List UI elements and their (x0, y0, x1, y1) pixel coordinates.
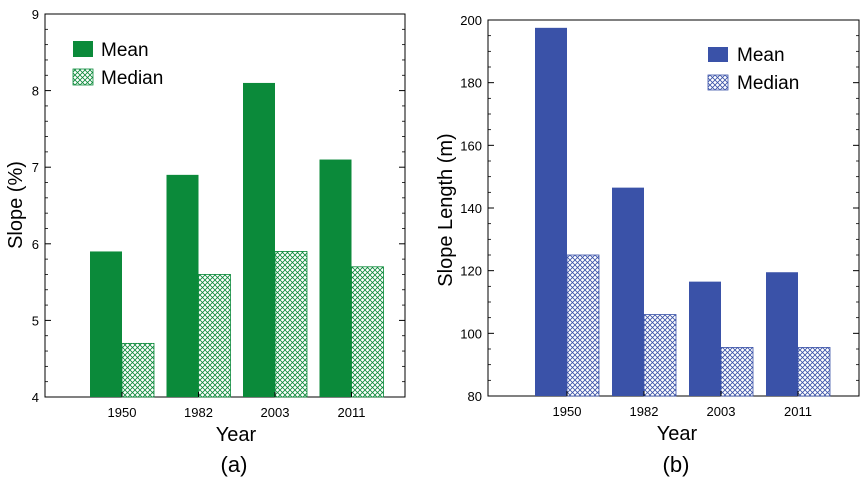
chart-b-bar-mean-1982 (612, 187, 644, 396)
chart-a-legend-mean-label: Mean (101, 40, 149, 61)
chart-a-bars (90, 82, 384, 398)
chart-a-xtick-label-2003: 2003 (261, 405, 290, 420)
chart-a-ytick-label: 9 (32, 7, 39, 22)
chart-a-bar-mean-1950 (90, 251, 122, 397)
chart-b-ytick-label: 80 (468, 389, 482, 404)
chart-b-ytick-label: 140 (460, 201, 482, 216)
chart-a-xtick-label-1982: 1982 (184, 405, 213, 420)
chart-b-legend-median-swatch (707, 74, 729, 91)
chart-b-bar-mean-1950 (535, 27, 567, 396)
chart-b-bar-median-1982 (643, 314, 677, 397)
chart-b-bar-mean-2011 (766, 272, 798, 396)
chart-b-ytick-label: 100 (460, 326, 482, 341)
chart-b-legend-mean-swatch (708, 47, 728, 62)
chart-a-legend-median-swatch (72, 68, 94, 86)
chart-b-bars (535, 27, 831, 397)
chart-b-xtick-label-1982: 1982 (630, 404, 659, 419)
chart-b-ytick-label: 120 (460, 264, 482, 279)
chart-a-x-axis: 1950 1982 2003 2011 (108, 392, 366, 420)
chart-b-y-axis: 80 100 120 140 160 180 200 (460, 13, 859, 404)
chart-a-bar-median-2003 (274, 251, 308, 398)
chart-a-x-axis-title: Year (216, 424, 257, 446)
chart-a-bar-mean-2011 (319, 159, 352, 397)
chart-b-panel-label: (b) (663, 452, 690, 477)
chart-a-xtick-label-2011: 2011 (338, 405, 366, 420)
chart-a-ytick-label: 8 (32, 84, 39, 99)
chart-a-y-axis-title: Slope (%) (5, 161, 27, 249)
chart-b-y-axis-title: Slope Length (m) (435, 133, 457, 286)
chart-a-ytick-label: 4 (32, 390, 39, 405)
chart-a-legend: Mean Median (72, 40, 163, 89)
chart-a-bar-mean-2003 (243, 82, 275, 397)
chart-b-legend-mean-label: Mean (737, 45, 785, 66)
chart-b-ytick-label: 180 (460, 76, 482, 91)
chart-b-ytick-label: 200 (460, 13, 482, 28)
chart-b-xtick-label-2003: 2003 (707, 404, 736, 419)
chart-b-xtick-label-1950: 1950 (553, 404, 582, 419)
chart-a-y-axis: 4 5 6 7 8 9 (32, 7, 405, 405)
chart-b-bar-mean-2003 (689, 281, 721, 396)
chart-a-bar-median-1950 (121, 342, 155, 398)
chart-a-xtick-label-1950: 1950 (108, 405, 137, 420)
chart-b-legend-median-label: Median (737, 73, 799, 94)
chart-b-bar-median-2003 (720, 347, 754, 397)
chart-b-legend: Mean Median (707, 45, 799, 94)
chart-a-bar-median-2011 (351, 266, 384, 398)
chart-b-x-axis: 1950 1982 2003 2011 (553, 391, 812, 419)
chart-a-ytick-label: 5 (32, 313, 39, 328)
chart-b: 80 100 120 140 160 180 200 1950 1982 2003 2011 Sl… (435, 13, 860, 477)
chart-b-x-axis-title: Year (657, 423, 698, 445)
chart-a-panel-label: (a) (221, 452, 248, 477)
chart-b-ytick-label: 160 (460, 138, 482, 153)
chart-a-legend-mean-swatch (73, 41, 93, 57)
chart-a-ytick-label: 6 (32, 237, 39, 252)
chart-b-bar-median-1950 (566, 254, 600, 397)
chart-a-bar-median-1982 (198, 274, 231, 398)
chart-a-bar-mean-1982 (166, 174, 199, 397)
chart-a-ytick-label: 7 (32, 160, 39, 175)
chart-a-legend-median-label: Median (101, 68, 163, 89)
chart-b-xtick-label-2011: 2011 (784, 404, 812, 419)
chart-b-bar-median-2011 (797, 347, 831, 397)
chart-a: 4 5 6 7 8 9 1950 1982 2003 2011 Slope (%) Year (… (5, 7, 406, 477)
